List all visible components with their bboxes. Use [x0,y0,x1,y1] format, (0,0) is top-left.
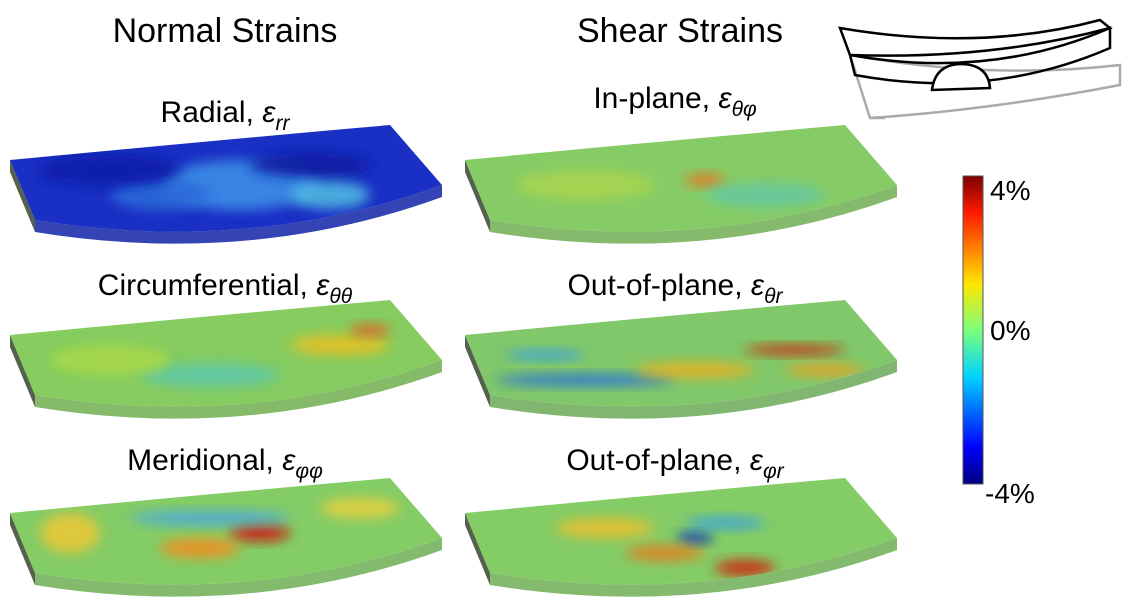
strain-blob [685,517,765,529]
strain-blob [40,155,180,185]
strain-slab [465,125,897,244]
strain-blob [677,532,713,544]
strain-blob [160,538,240,558]
strain-blob [555,518,655,538]
schematic [840,20,1120,118]
panel-label: Radial, εrr [161,96,291,135]
figure: Normal Strains Shear Strains 4% 0% -4% R… [0,0,1124,601]
panel-label: In-plane, εθφ [593,82,757,121]
panel-label: Out-of-plane, εφr [566,444,784,483]
column-header: Shear Strains [577,12,783,50]
strain-blob [625,545,705,561]
colorbar-label: -4% [985,478,1035,509]
strain-subscript: φr [763,460,785,483]
strain-blob [785,364,865,376]
strain-blob [685,174,725,186]
label-text: Out-of-plane, [567,269,750,302]
column-header: Normal Strains [113,12,338,50]
strain-blob [290,181,370,209]
strain-subscript: φφ [295,460,323,483]
label-text: Circumferential, [98,269,316,302]
strain-subscript: θr [764,285,783,308]
label-text: Out-of-plane, [566,444,749,477]
panel-label: Circumferential, εθθ [98,269,353,308]
colorbar-label: 4% [990,175,1030,206]
colorbar [963,176,983,484]
label-text: Radial, [161,96,263,129]
strain-symbol: ε [718,82,732,115]
strain-blob [515,170,655,200]
panel-label: Out-of-plane, εθr [567,269,783,308]
strain-symbol: ε [262,96,276,129]
strain-subscript: rr [275,112,290,135]
strain-blob [290,335,390,355]
strain-subscript: θφ [732,98,757,121]
strain-blob [40,513,100,553]
strain-blob [350,324,390,336]
strain-blob [250,153,370,177]
panel-label: Meridional, εφφ [127,444,323,483]
strain-blob [705,183,825,207]
strain-blob [505,350,585,360]
strain-blob [495,374,675,386]
strain-blob [130,511,290,525]
label-text: Meridional, [127,444,282,477]
strain-slab [465,300,897,419]
colorbar-label: 0% [990,315,1030,346]
strain-blob [230,525,290,541]
strain-blob [50,345,170,375]
strain-blob [320,498,400,518]
strain-symbol: ε [751,269,765,302]
label-text: In-plane, [593,82,718,115]
strain-symbol: ε [750,444,764,477]
strain-symbol: ε [282,444,296,477]
strain-slab [465,478,897,597]
strain-symbol: ε [316,269,330,302]
strain-slab [10,125,442,244]
strain-blob [745,345,845,355]
strain-blob [635,362,755,378]
strain-slab [10,300,442,419]
strain-slab [10,478,442,597]
